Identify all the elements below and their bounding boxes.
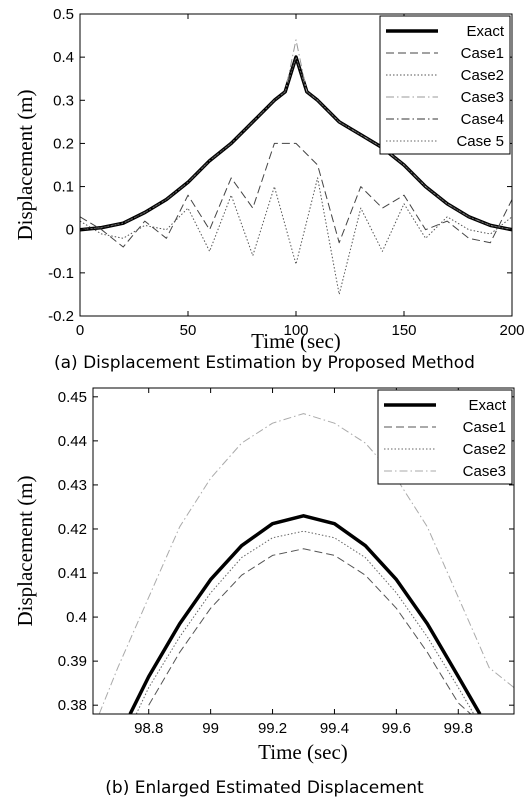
legend-label-case2: Case2: [463, 441, 506, 458]
y-tick-label: 0.4: [66, 609, 87, 626]
series-line-case3: [98, 413, 514, 714]
legend-label-exact: Exact: [468, 397, 506, 414]
chart-b-xlabel: Time (sec): [258, 740, 348, 764]
x-tick-label: 98.8: [134, 720, 163, 737]
series-line-case2: [80, 177, 512, 295]
y-tick-label: 0.3: [53, 92, 74, 109]
y-tick-label: 0.38: [58, 697, 87, 714]
x-tick-label: 99.6: [382, 720, 411, 737]
series-line-case1: [80, 142, 512, 248]
legend-label-case3: Case3: [461, 89, 504, 106]
y-tick-label: 0.4: [53, 49, 74, 66]
legend-label-case2: Case2: [461, 67, 504, 84]
x-tick-label: 99: [202, 720, 219, 737]
series-line-case2: [135, 530, 475, 714]
x-tick-label: 0: [76, 322, 84, 339]
legend-label-case1: Case1: [463, 419, 506, 436]
chart-a-series-group: [80, 39, 512, 295]
chart-b-legend: Exact Case1 Case2 Case3: [377, 389, 513, 485]
y-tick-label: 0: [66, 222, 74, 239]
y-tick-label: 0.1: [53, 179, 74, 196]
caption-a: (a) Displacement Estimation by Proposed …: [54, 353, 475, 373]
chart-b-ylabel: Displacement (m): [13, 475, 37, 626]
chart-b-series-group: [98, 413, 514, 714]
legend-label-case-5: Case 5: [456, 133, 504, 150]
x-tick-label: 50: [180, 322, 197, 339]
legend-box: [379, 15, 511, 155]
x-tick-label: 99.4: [320, 720, 349, 737]
chart-a: 0 50 100 150 200 -0.2 -0.1 0 0.1 0.2 0.3 0.4 0.5 Tim…: [13, 6, 525, 353]
y-tick-label: 0.39: [58, 653, 87, 670]
y-tick-label: 0.44: [58, 433, 87, 450]
y-tick-label: -0.1: [48, 265, 74, 282]
series-line-exact: [128, 514, 482, 714]
legend-label-case4: Case4: [461, 111, 504, 128]
y-tick-label: -0.2: [48, 308, 74, 325]
x-tick-label: 200: [499, 322, 524, 339]
x-tick-label: 100: [283, 322, 308, 339]
chart-b-axes: 98.8 99 99.2 99.4 99.6 99.8 0.38 0.39 0.4 0.41 0.4…: [58, 388, 514, 737]
caption-b: (b) Enlarged Estimated Displacement: [105, 778, 424, 798]
y-tick-label: 0.5: [53, 6, 74, 23]
legend-label-case1: Case1: [461, 45, 504, 62]
series-line-case-5: [80, 56, 512, 231]
chart-a-ylabel: Displacement (m): [13, 89, 37, 240]
y-tick-label: 0.2: [53, 135, 74, 152]
y-tick-label: 0.42: [58, 521, 87, 538]
chart-b: 98.8 99 99.2 99.4 99.6 99.8 0.38 0.39 0.4 0.41 0.4…: [13, 387, 515, 764]
legend-label-exact: Exact: [466, 23, 504, 40]
x-tick-label: 99.2: [258, 720, 287, 737]
chart-b-plot-frame: [92, 387, 515, 715]
series-line-case1: [148, 548, 472, 714]
y-tick-label: 0.43: [58, 477, 87, 494]
x-tick-label: 150: [391, 322, 416, 339]
x-tick-label: 99.8: [444, 720, 473, 737]
y-tick-label: 0.45: [58, 389, 87, 406]
chart-a-legend: Exact Case1 Case2 Case3 Case4 Case 5: [379, 15, 511, 155]
legend-label-case3: Case3: [463, 463, 506, 480]
y-tick-label: 0.41: [58, 565, 87, 582]
chart-a-xlabel: Time (sec): [251, 329, 341, 353]
chart-a-axes: 0 50 100 150 200 -0.2 -0.1 0 0.1 0.2 0.3 0.4 0.5: [48, 6, 524, 339]
